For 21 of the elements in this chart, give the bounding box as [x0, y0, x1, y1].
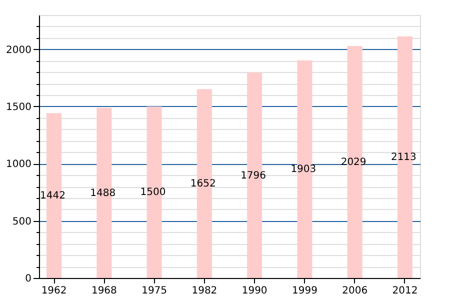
x-tick-label: 1962 — [41, 286, 67, 296]
y-tick-label: 1000 — [6, 159, 32, 170]
data-label: 1903 — [290, 164, 316, 176]
x-tick-label: 2006 — [342, 286, 368, 296]
data-label: 1796 — [240, 170, 266, 182]
x-tick-label: 1982 — [192, 286, 218, 296]
x-tick-label: 1999 — [292, 286, 318, 296]
y-tick-label: 2000 — [6, 44, 32, 56]
data-label: 1652 — [190, 178, 216, 190]
data-label: 2029 — [340, 156, 366, 168]
x-tick-label: 1990 — [242, 286, 268, 296]
data-label: 1500 — [140, 187, 166, 198]
y-tick-label: 1500 — [6, 102, 32, 113]
x-tick-label: 1975 — [142, 286, 168, 296]
x-tick-label: 2012 — [392, 286, 418, 296]
data-label: 1442 — [40, 190, 66, 202]
data-label: 2113 — [390, 152, 416, 164]
data-label: 1488 — [90, 188, 116, 199]
y-tick-label: 500 — [12, 216, 32, 228]
y-tick-label: 0 — [25, 274, 32, 284]
x-tick-label: 1968 — [91, 286, 117, 296]
